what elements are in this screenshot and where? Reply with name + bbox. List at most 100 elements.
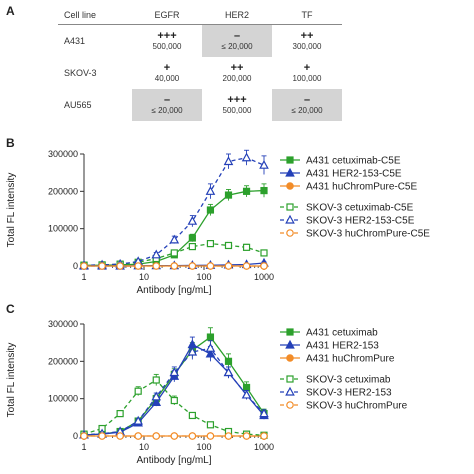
data-point [242,432,251,440]
table-cell: – ≤ 20,000 [202,24,272,57]
data-point [152,432,161,440]
data-point [152,376,160,384]
legend-entry: A431 HER2-153-C5E [280,167,402,180]
x-axis-title: Antibody [ng/mL] [136,285,211,296]
y-tick-label: 200000 [48,356,78,366]
header-egfr: EGFR [132,6,202,25]
data-point [206,432,215,440]
data-point [151,391,162,401]
row-label: AU565 [64,100,92,110]
table-cell: ++ 200,000 [202,57,272,89]
legend-label: A431 HER2-153-C5E [306,169,402,180]
y-tick-label: 300000 [48,149,78,159]
legend-label: SKOV-3 cetuximab [306,375,391,386]
data-point [205,343,216,352]
legend-marker [286,354,294,362]
data-point [170,432,179,440]
data-point [242,243,251,251]
legend-marker [285,214,295,224]
expression-level: – [303,94,311,106]
legend-label: A431 huChromPure [306,354,395,365]
data-point [206,262,215,270]
data-point [116,409,124,418]
chart-panel-b: 0 100000 200000 300000 1 10 100 1000 Antibody [n… [6,149,430,296]
table-cell: +++ 500,000 [132,25,202,58]
data-point [170,396,178,405]
data-point [260,186,268,195]
table-cell: +++ 500,000 [202,89,272,121]
data-point [134,432,142,440]
x-tick-label: 1 [81,272,86,282]
legend-label: SKOV-3 cetuximab-C5E [306,203,414,214]
data-point [260,262,268,270]
data-point [188,411,196,420]
legend-label: A431 HER2-153 [306,341,379,352]
legend-marker [286,156,294,164]
data-point [188,242,196,251]
data-point [223,156,234,166]
expression-level: +++ [227,94,247,106]
data-point [224,241,233,250]
receptor-count: ≤ 20,000 [221,42,253,51]
series-line [83,347,265,436]
legend-entry: A431 cetuximab-C5E [280,156,401,167]
x-axis-title: Antibody [ng/mL] [136,455,211,466]
series-skov-3-huchrompure [80,432,268,440]
data-point [98,262,106,270]
receptor-count: 500,000 [222,106,252,115]
legend-label: A431 huChromPure-C5E [306,182,417,193]
y-tick-label: 200000 [48,186,78,196]
y-tick-label: 0 [73,431,78,441]
data-point [242,262,251,270]
data-point [224,262,233,270]
data-point [242,383,251,392]
data-point [260,249,268,257]
receptor-count: ≤ 20,000 [151,106,183,115]
x-tick-label: 1 [81,442,86,452]
legend-label: A431 cetuximab-C5E [306,156,401,167]
data-point [134,262,142,270]
receptor-count: 300,000 [292,42,322,51]
legend-label: SKOV-3 huChromPure-C5E [306,229,430,240]
series-a431-cetuximab [80,327,268,439]
expression-level: + [303,62,311,74]
data-point [188,432,197,440]
data-point [80,432,88,440]
series-skov-3-huchrompure-c5e [80,262,268,270]
legend-label: SKOV-3 huChromPure [306,401,408,412]
data-point [169,234,180,244]
series-line [83,336,265,436]
data-point [224,432,233,440]
row-label: A431 [64,36,86,46]
panel-a: A Cell line EGFR HER2 TF A431 +++ 500,000… [0,0,474,122]
table-cell: – ≤ 20,000 [272,89,342,121]
expression-level: + [163,62,171,74]
data-point [223,367,234,377]
data-point [133,415,143,425]
data-point [170,262,179,270]
data-point [241,389,252,399]
expression-level: ++ [230,62,244,74]
data-point [188,262,197,270]
data-point [206,206,215,214]
row-label: SKOV-3 [64,68,97,78]
data-point [224,357,233,365]
data-point [169,367,180,377]
legend-marker [286,328,294,336]
expression-table: Cell line EGFR HER2 TF A431 +++ 500,000 –… [58,6,342,121]
table-row: AU565 – ≤ 20,000 +++ 500,000 – ≤ 20,000 [58,89,342,121]
y-axis-title: Total FL intensity [6,173,17,248]
header-tf: TF [272,6,342,25]
header-cell-line: Cell line [58,6,132,25]
panel-a-letter: A [6,4,15,18]
expression-level: ++ [300,30,314,42]
legend-entry: A431 huChromPure [280,354,395,365]
legend-label: SKOV-3 HER2-153 [306,388,392,399]
header-her2: HER2 [202,6,272,25]
legend-entry: SKOV-3 cetuximab-C5E [280,203,414,214]
y-tick-label: 0 [73,261,78,271]
data-point [187,215,198,225]
data-point [151,397,162,407]
table-cell: ++ 300,000 [272,25,342,58]
legend-marker [286,375,294,383]
